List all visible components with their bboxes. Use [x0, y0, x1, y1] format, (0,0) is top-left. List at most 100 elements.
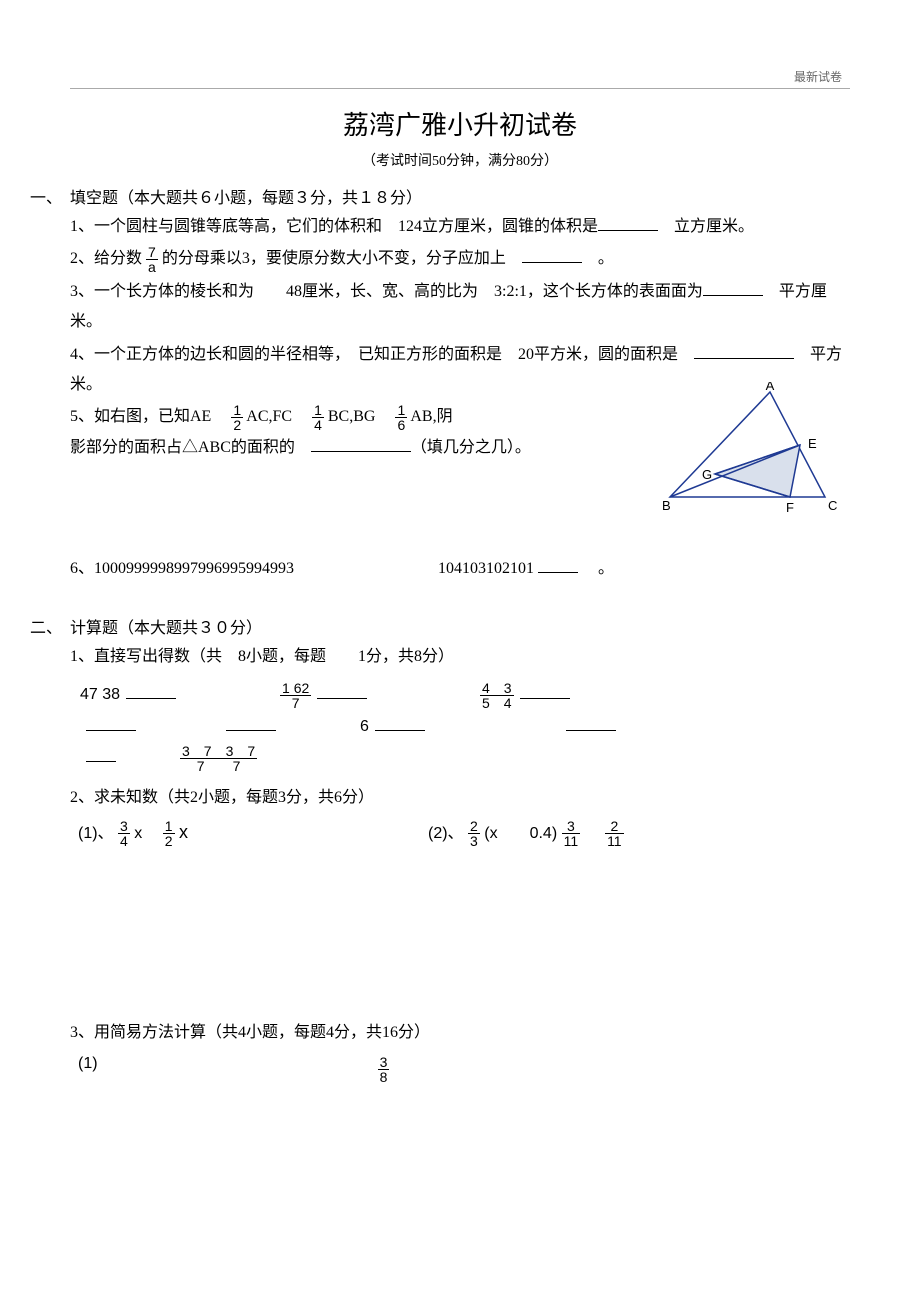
s2-f3d: 11 — [605, 834, 624, 848]
q5-f2-num: 1 — [312, 403, 324, 418]
q2-text-a: 2、给分数 — [70, 250, 142, 267]
calc8-frac: 3 7 3 7 7 7 — [180, 744, 257, 773]
question-3: 3、一个长方体的棱长和为 48厘米，长、宽、高的比为 3:2:1，这个长方体的表… — [70, 277, 850, 338]
section2-head: 二、 计算题（本大题共３０分） — [30, 614, 850, 638]
q5-f3-den: 6 — [395, 418, 407, 432]
label-g: G — [702, 467, 712, 482]
header-label: 最新试卷 — [794, 68, 842, 85]
s2-f2d: 11 — [562, 834, 581, 848]
q5-triangle-diagram: A B C E F G — [650, 382, 850, 533]
calc-2: 1 62 7 — [280, 681, 400, 710]
calc3-frac: 4 3 5 4 — [480, 681, 514, 710]
sub3-item1: (1) — [78, 1055, 98, 1084]
q2-fraction: 7 a — [146, 245, 158, 274]
q1-text-a: 1、一个圆柱与圆锥等底等高，它们的体积和 124立方厘米，圆锥的体积是 — [70, 218, 598, 235]
sub1-head: 1、直接写出得数（共 8小题，每题 1分，共8分） — [70, 642, 850, 672]
label-f: F — [786, 500, 794, 515]
q5-blank — [311, 436, 411, 452]
calc1-text: 47 38 — [80, 686, 120, 703]
q6-text-b: 104103102101 — [438, 560, 534, 577]
s3-frac: 38 — [378, 1055, 390, 1084]
c5d: 7 — [247, 743, 255, 759]
solve-1: (1)、 34 x 12 x — [78, 819, 188, 848]
c5a: 3 — [182, 743, 190, 759]
calc6-blank — [375, 718, 425, 731]
q4-blank — [694, 343, 794, 359]
sub3-head: 3、用简易方法计算（共4小题，每题4分，共16分） — [70, 1018, 850, 1048]
s1-mid: x — [134, 825, 158, 842]
calc8-num: 3 7 3 7 — [180, 744, 257, 759]
q5-f1-den: 2 — [231, 418, 243, 432]
c5den1: 7 — [197, 758, 205, 774]
calc8a-blank — [86, 749, 116, 762]
question-6: 6、1000999998997996995994993 104103102101… — [70, 554, 850, 584]
calc-3: 4 3 5 4 — [480, 681, 600, 710]
label-b: B — [662, 498, 671, 513]
s3-fn: 3 — [378, 1055, 390, 1070]
calc3-den: 5 4 — [480, 696, 514, 710]
s2-a: (x 0.4) — [484, 825, 557, 842]
q5-f1-num: 1 — [231, 403, 243, 418]
label-a: A — [766, 382, 775, 393]
q5-frac2: 14 — [312, 403, 324, 432]
c2a: 1 — [282, 680, 290, 696]
s2-frac2: 311 — [562, 819, 581, 848]
q5-frac3: 16 — [395, 403, 407, 432]
page-subtitle: （考试时间50分钟，满分80分） — [70, 150, 850, 170]
c4-text: 6 — [360, 718, 369, 735]
q3-blank — [703, 280, 763, 296]
s2-f2n: 3 — [562, 819, 581, 834]
c5c: 3 — [226, 743, 234, 759]
calc5-blank — [226, 718, 276, 731]
label-e: E — [808, 436, 817, 451]
calc3-num: 4 3 — [480, 681, 514, 696]
c2c: 2 — [301, 680, 309, 696]
q5-text-b: AC,FC — [246, 408, 308, 425]
s1-frac1: 34 — [118, 819, 130, 848]
q5-text-d: AB,阴 — [410, 408, 452, 425]
s1-frac2: 12 — [163, 819, 175, 848]
q5-text-wrap: 5、如右图，已知AE 12 AC,FC 14 BC,BG 16 AB,阴 影部分… — [70, 402, 640, 463]
calc-row-3: 3 7 3 7 7 7 — [80, 744, 850, 773]
calc8-den: 7 7 — [180, 759, 257, 773]
calc-5 — [220, 718, 280, 736]
calc2-frac: 1 62 7 — [280, 681, 311, 710]
calc1-blank — [126, 686, 176, 699]
q2-text-c: 。 — [582, 250, 614, 267]
sub3-row: (1) 38 — [78, 1055, 850, 1084]
c3na: 5 — [482, 695, 490, 711]
calc4-blank — [86, 718, 136, 731]
top-rule — [70, 88, 850, 89]
calc-8a — [80, 749, 140, 767]
q5-frac1: 12 — [231, 403, 243, 432]
c3a: 4 — [482, 680, 490, 696]
q5-text-c: BC,BG — [328, 408, 392, 425]
q5-text-f: （填几分之几）。 — [411, 439, 531, 456]
s1-f2n: 1 — [163, 819, 175, 834]
calc-6: 6 — [360, 718, 480, 736]
solve-row: (1)、 34 x 12 x (2)、 23 (x 0.4) 311 211 — [78, 819, 850, 848]
calc-row-1: 47 38 1 62 7 4 3 5 4 — [80, 681, 850, 710]
s1-f1d: 4 — [118, 834, 130, 848]
q6-text-a: 6、1000999998997996995994993 — [70, 560, 310, 577]
sub3-item2: 38 — [378, 1055, 390, 1084]
q6-blank — [538, 557, 578, 573]
s1-f1n: 3 — [118, 819, 130, 834]
q6-text-c: 。 — [582, 560, 614, 577]
label-c: C — [828, 498, 837, 513]
q2-frac-num: 7 — [146, 245, 158, 260]
s2-f1d: 3 — [468, 834, 480, 848]
q5-text-a: 5、如右图，已知AE — [70, 408, 227, 425]
q1-text-b: 立方厘米。 — [658, 218, 754, 235]
calc-7 — [560, 718, 620, 736]
section2: 二、 计算题（本大题共３０分） 1、直接写出得数（共 8小题，每题 1分，共8分… — [70, 614, 850, 1083]
c5b: 7 — [204, 743, 212, 759]
s3-label: (1) — [78, 1055, 98, 1072]
calc2-blank — [317, 686, 367, 699]
sub2-head: 2、求未知数（共2小题，每题3分，共6分） — [70, 783, 850, 813]
q2-blank — [522, 247, 582, 263]
section1-content: 1、一个圆柱与圆锥等底等高，它们的体积和 124立方厘米，圆锥的体积是 立方厘米… — [70, 212, 850, 584]
s2-f3n: 2 — [605, 819, 624, 834]
calc3-blank — [520, 686, 570, 699]
section1-head: 一、 填空题（本大题共６小题，每题３分，共１８分） — [30, 184, 850, 208]
